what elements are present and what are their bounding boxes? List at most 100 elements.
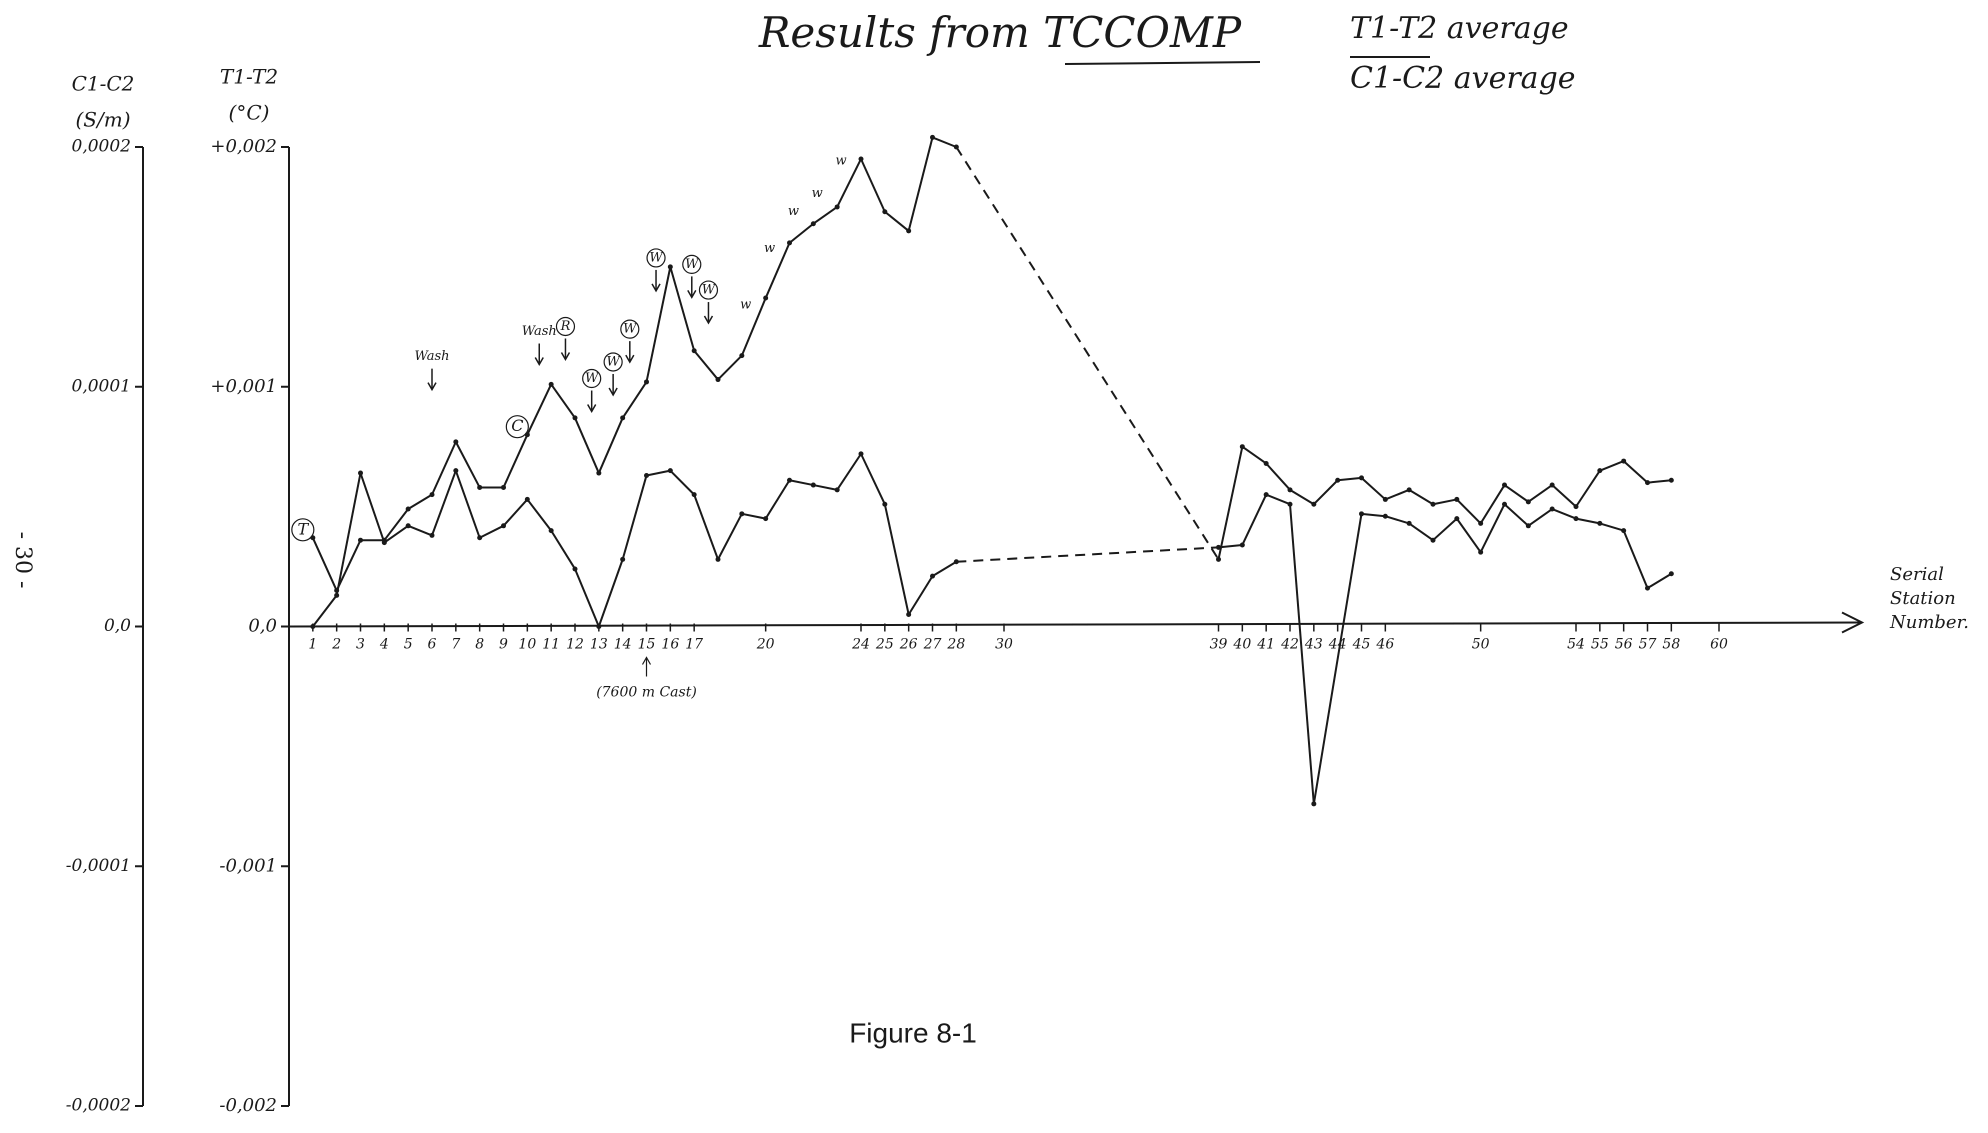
series-segment [740,297,767,356]
x-tick-label: 13 [590,637,608,653]
data-point [572,415,578,421]
data-point [763,516,769,522]
series-segment [669,266,696,352]
series-segment [1456,518,1482,553]
series-segment [1265,462,1291,491]
data-point [358,537,363,543]
series-segment [1622,530,1649,589]
series-segment [955,146,1220,560]
series-segment [479,524,504,539]
series-segment [741,512,766,520]
data-point [691,348,697,354]
series-segment [1551,484,1577,508]
annotation: W [685,257,700,272]
series-segment [884,210,910,232]
x-tick-label: 50 [1472,637,1490,653]
series-segment [1265,493,1291,506]
series-segment [502,434,529,488]
data-point [1668,477,1674,483]
annotation: W [606,354,621,369]
annotation: w [812,186,823,201]
y-axis-title: (°C) [229,101,270,125]
y2-tick-label: 0,0002 [72,137,131,157]
y2-tick-label: -0,0002 [66,1096,131,1116]
series-segment [502,498,529,527]
data-point [501,523,506,529]
x-tick-label: 26 [899,637,918,653]
annotation: W [585,371,600,386]
series-segment [669,469,695,496]
data-point [477,535,483,541]
series-segment [574,417,600,474]
x-tick-label: 6 [428,637,437,653]
x-axis-title: Serial [1890,564,1944,585]
data-point [1335,477,1341,483]
data-point [691,492,697,498]
series-segment [931,560,957,578]
data-point [667,468,673,474]
data-point [1478,520,1484,526]
x-tick-label: 27 [923,637,942,653]
data-point [453,439,459,445]
series-segment [526,498,552,532]
x-tick-label: 30 [995,637,1013,653]
x-tick-label: 14 [614,637,632,653]
data-point [1430,537,1436,543]
data-point [1573,516,1579,522]
y-tick-label: -0,001 [219,855,277,876]
data-point [1406,487,1412,493]
x-axis-arrow [1841,611,1865,634]
annotation-arrowhead [587,404,597,414]
page-number: - 30 - [10,532,35,589]
x-tick-label: 9 [499,637,508,653]
series-segment [1503,484,1529,503]
data-point [1549,506,1555,512]
series-segment [789,479,814,487]
x-tick-label: 54 [1567,637,1585,653]
data-point [1239,444,1245,450]
series-segment [1456,498,1482,525]
x-tick-label: 56 [1615,637,1633,653]
cast-note: (7600 m Cast) [596,685,697,701]
data-point [1406,520,1412,526]
series-segment [1575,470,1601,508]
data-point [1597,468,1603,474]
data-point [1621,458,1627,464]
data-point [763,295,769,301]
x-tick-label: 16 [661,637,679,653]
x-tick-label: 41 [1256,637,1275,653]
x-tick-label: 40 [1232,637,1251,653]
annotation-circle [291,518,315,542]
series-segment [526,383,553,436]
x-tick-label: 5 [404,637,413,653]
series-segment [621,381,648,419]
annotation-circle [682,254,702,274]
data-point [453,468,459,474]
series-segment [860,158,886,213]
x-tick-label: 25 [875,637,894,653]
series-segment [1218,543,1243,549]
series-segment [407,493,433,510]
data-point [667,264,673,270]
x-tick-label: 58 [1662,637,1680,653]
annotation-arrowhead [703,315,714,325]
data-point [953,144,959,150]
series-segment [1503,503,1530,527]
y2-axis-title: (S/m) [75,108,130,132]
data-point [1454,516,1460,522]
data-point [715,556,721,562]
series-segment [1599,522,1624,532]
data-point [620,415,626,421]
series-segment [1241,445,1267,465]
series-segment [335,472,362,596]
series-segment [359,472,386,543]
data-point [858,156,864,162]
x-tick-label: 43 [1304,637,1323,653]
x-tick-label: 57 [1639,637,1657,653]
data-point [1645,480,1650,486]
series-segment [645,266,672,383]
data-point [501,484,506,490]
data-point [405,506,411,512]
x-tick-label: 10 [518,637,536,653]
